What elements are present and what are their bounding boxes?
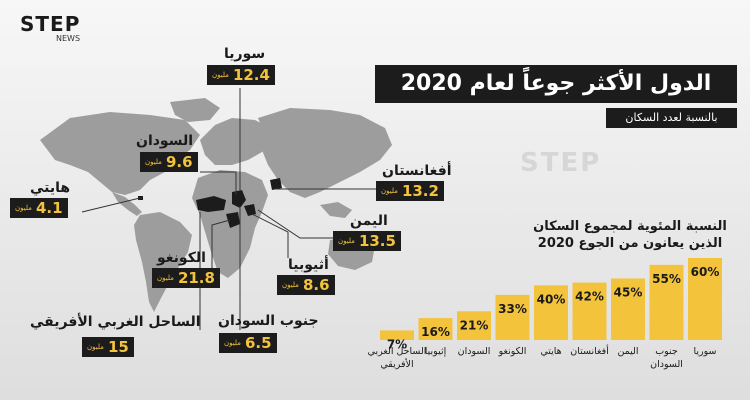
unit-label: مليون [212, 71, 229, 79]
label-sudan-name: السودان [136, 133, 194, 149]
label-congo-value: مليون 21.8 [152, 268, 220, 288]
label-ethiopia-name: أثيوبيا [288, 257, 329, 273]
step-news-logo: STEP NEWS [20, 12, 100, 46]
bar-value-label-2: 21% [460, 318, 489, 332]
category-label-2: السودان [458, 346, 491, 357]
label-south-sudan-name: جنوب السودان [218, 313, 319, 329]
label-sudan-value: مليون 9.6 [140, 152, 198, 172]
label-afghanistan-name: أفغانستان [382, 163, 452, 179]
value-number: 21.8 [177, 269, 215, 287]
logo-main-text: STEP [20, 12, 81, 36]
label-afghanistan-value: مليون 13.2 [376, 181, 444, 201]
unit-label: مليون [15, 204, 32, 212]
value-number: 13.5 [358, 232, 396, 250]
leader-haiti [81, 197, 141, 213]
bar-1 [418, 318, 453, 340]
value-number: 9.6 [165, 153, 193, 171]
label-sahel-name: الساحل الغربي الأفريقي [30, 314, 201, 330]
category-label-6: اليمن [617, 346, 638, 357]
leader-sudan [200, 171, 237, 195]
map-sahel-highlight [196, 196, 226, 212]
label-ethiopia-value: مليون 8.6 [277, 275, 335, 295]
bar-3 [495, 294, 530, 340]
label-congo-name: الكونغو [157, 250, 206, 266]
chart-title: النسبة المئوية لمجموع السكان الذين يعانو… [533, 219, 727, 251]
bar-5 [572, 282, 607, 340]
map-se-asia [320, 202, 352, 218]
map-greenland [170, 98, 220, 122]
category-label-0: الساحل الغربي الأفريقي [368, 346, 427, 370]
bar-4 [534, 285, 568, 340]
map-ethiopia-highlight [244, 204, 256, 216]
label-haiti-value: مليون 4.1 [10, 198, 68, 218]
category-label-8: سوريا [694, 346, 717, 357]
category-label-4: هايتي [540, 346, 561, 357]
main-title: الدول الأكثر جوعاً لعام 2020 [375, 65, 737, 103]
bar-value-label-3: 33% [498, 302, 527, 316]
unit-label: مليون [282, 281, 299, 289]
unit-label: مليون [381, 187, 398, 195]
label-south-sudan-value: مليون 6.5 [219, 333, 277, 353]
label-syria-value: مليون 12.4 [207, 65, 275, 85]
bar-value-label-4: 40% [537, 292, 566, 306]
logo-sub-text: NEWS [56, 34, 81, 43]
label-yemen-value: مليون 13.5 [333, 231, 401, 251]
category-label-5: أفغانستان [570, 344, 609, 357]
label-yemen-name: اليمن [350, 213, 388, 229]
value-number: 13.2 [401, 182, 439, 200]
bar-7 [649, 264, 684, 340]
unit-label: مليون [145, 158, 162, 166]
bar-value-label-7: 55% [652, 272, 681, 286]
map-north-america [40, 112, 200, 195]
leader-ethiopia [251, 213, 289, 258]
category-label-1: إثيوبيا [425, 346, 447, 357]
map-south-america [134, 212, 192, 312]
bar-value-label-6: 45% [614, 286, 643, 300]
map-haiti-highlight [138, 196, 143, 200]
value-number: 6.5 [244, 334, 272, 352]
map-central-america [112, 192, 142, 216]
bar-0 [380, 330, 414, 340]
unit-label: مليون [224, 339, 241, 347]
value-number: 8.6 [302, 276, 330, 294]
category-label-3: الكونغو [498, 346, 527, 357]
map-europe [200, 118, 275, 165]
bar-8 [688, 258, 722, 340]
unit-label: مليون [338, 237, 355, 245]
map-asia [258, 108, 392, 198]
label-haiti-name: هايتي [30, 180, 71, 196]
bar-6 [611, 278, 645, 340]
bar-2 [457, 311, 491, 340]
leader-congo [211, 219, 231, 272]
value-number: 12.4 [232, 66, 270, 84]
label-syria-name: سوريا [224, 46, 266, 62]
bar-value-label-1: 16% [421, 325, 450, 339]
unit-label: مليون [87, 343, 104, 351]
bar-value-label-0: 7% [387, 337, 407, 351]
bar-value-label-8: 60% [691, 265, 720, 279]
value-number: 15 [107, 338, 129, 356]
category-label-7: جنوب السودان [650, 346, 683, 370]
watermark: STEP [520, 148, 602, 178]
map-congo-highlight [226, 212, 240, 228]
bar-value-label-5: 42% [575, 290, 604, 304]
label-sahel-value: مليون 15 [82, 337, 134, 357]
unit-label: مليون [157, 274, 174, 282]
subtitle: بالنسبة لعدد السكان [606, 108, 737, 128]
value-number: 4.1 [35, 199, 63, 217]
map-afghanistan-highlight [270, 178, 282, 190]
